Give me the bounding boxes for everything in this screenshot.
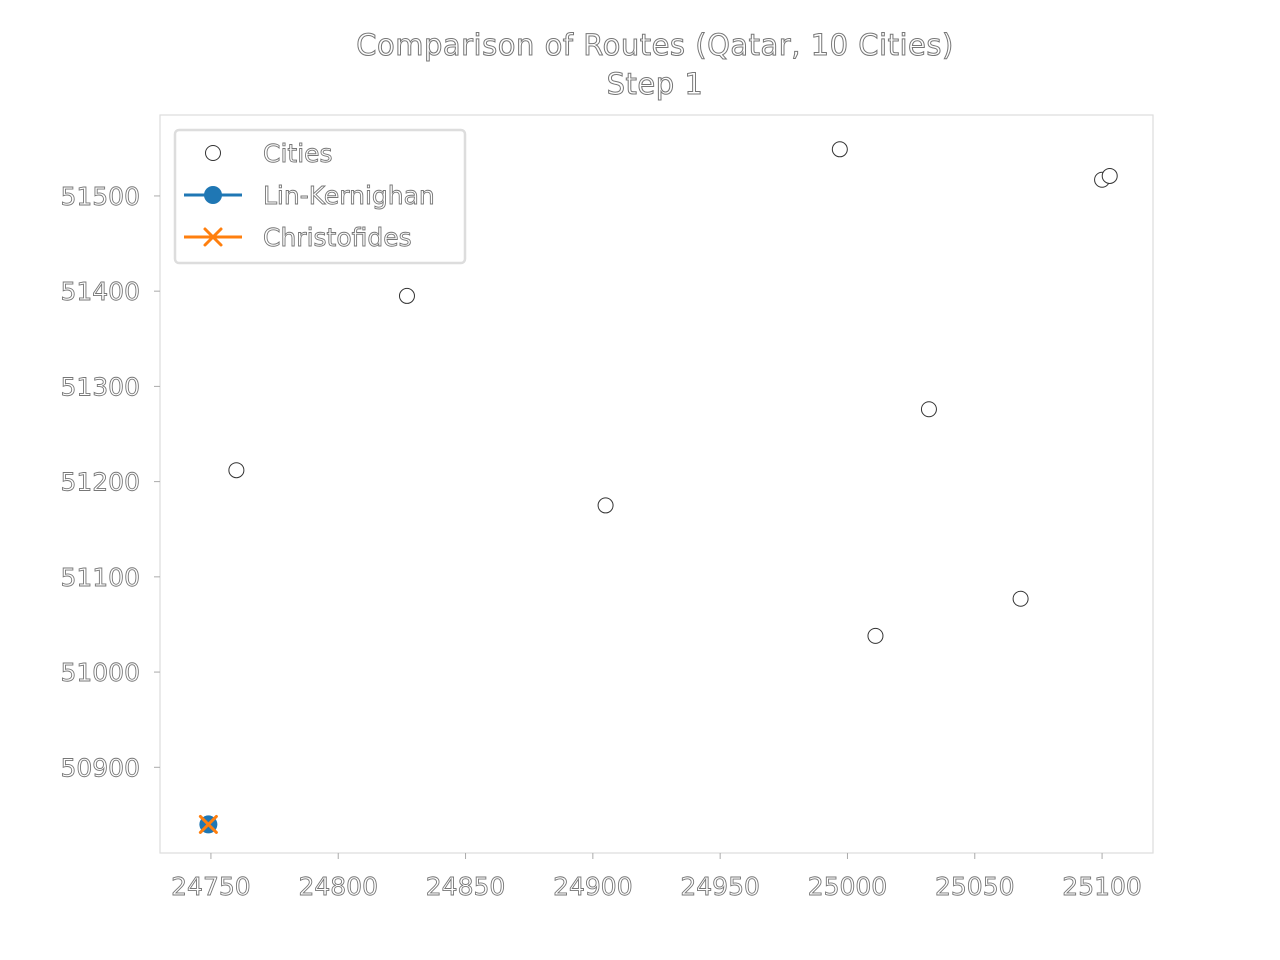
x-tick-label: 25100: [1062, 872, 1142, 901]
series-layer: [198, 141, 1118, 834]
x-tick-label: 24750: [171, 872, 251, 901]
legend-label: Lin-Kernighan: [263, 181, 435, 210]
y-tick-label: 51200: [60, 468, 140, 497]
x-tick-label: 25000: [808, 872, 888, 901]
city-point-legend: [205, 145, 221, 161]
christofides-point: [198, 814, 218, 834]
y-axis: 50900 51000 51100 51200 51300 51400 51500: [60, 181, 160, 783]
city-point: [920, 401, 937, 418]
legend-box: [173, 128, 467, 265]
city-point: [1101, 167, 1118, 184]
city-point: [1012, 590, 1029, 607]
y-tick-label: 51500: [60, 182, 140, 211]
city-point: [867, 627, 884, 644]
city-point: [398, 287, 415, 304]
legend-item: Christofides: [184, 223, 412, 252]
y-tick-label: 50900: [60, 753, 140, 782]
christofides-point-legend: [203, 227, 223, 247]
legend-label: Christofides: [263, 223, 412, 252]
y-tick-label: 51400: [60, 277, 140, 306]
city-point: [597, 497, 614, 514]
legend-label: Cities: [263, 139, 333, 168]
city-point: [831, 141, 848, 158]
legend-item: Cities: [205, 139, 333, 168]
x-axis: 24750 24800 24850 24900 24950 25000 25050 25100: [171, 853, 1142, 901]
plot-frame: [159, 114, 1154, 854]
lin-kernighan-point-legend: [204, 186, 222, 204]
x-tick-label: 24850: [426, 872, 506, 901]
y-tick-label: 51100: [60, 563, 140, 592]
city-point: [228, 462, 245, 479]
x-tick-label: 24900: [553, 872, 633, 901]
chart-title: Comparison of Routes (Qatar, 10 Cities): [356, 28, 954, 63]
x-tick-label: 24950: [680, 872, 760, 901]
y-tick-label: 51300: [60, 372, 140, 401]
legend-item: Lin-Kernighan: [184, 181, 435, 210]
y-tick-label: 51000: [60, 658, 140, 687]
legend: Cities Lin-Kernighan Christofides: [173, 128, 467, 265]
x-tick-label: 24800: [298, 872, 378, 901]
chart-subtitle: Step 1: [606, 67, 704, 102]
x-tick-label: 25050: [935, 872, 1015, 901]
